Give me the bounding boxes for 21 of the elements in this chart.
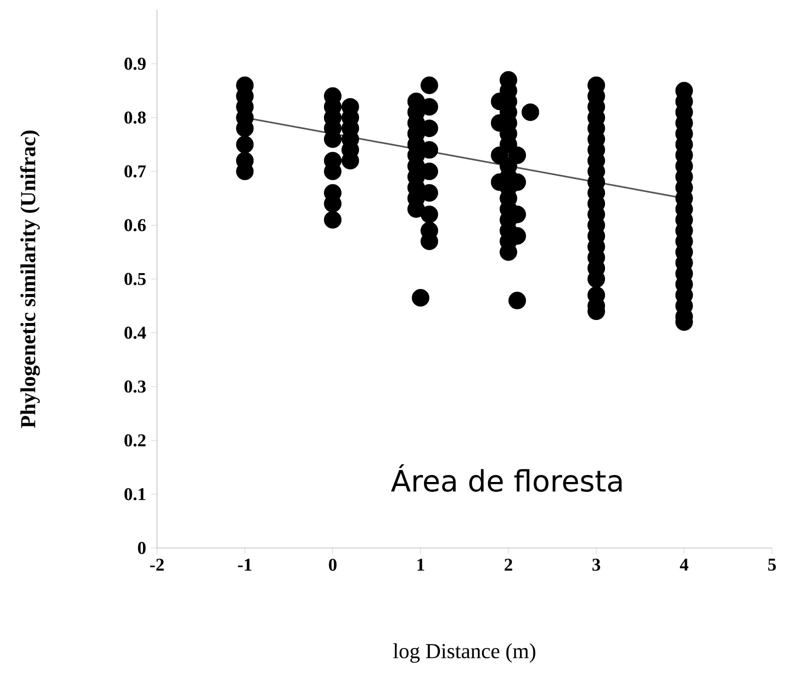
annotation: Área de floresta <box>391 464 622 492</box>
y-tick-label: 0.1 <box>124 488 146 500</box>
y-tick-label: 0.5 <box>124 272 146 286</box>
y-tick-label: 0.2 <box>124 434 146 447</box>
y-tick-label: 0 <box>138 542 146 554</box>
y-axis-title: Phylogenetic similarity (Unifrac) <box>20 130 40 428</box>
x-axis-title: log Distance (m) <box>393 643 536 663</box>
y-tick-label: 0.9 <box>124 58 146 70</box>
y-tick-label: 0.4 <box>124 326 146 339</box>
y-tick-label: 0.7 <box>124 165 146 178</box>
x-tick-label: 2 <box>504 558 512 571</box>
y-tick-label: 0.3 <box>124 380 146 393</box>
y-tick-label: 0.8 <box>124 111 146 124</box>
x-tick-label: 1 <box>418 558 424 571</box>
x-tick-label: 0 <box>328 558 337 571</box>
x-tick-label: -2 <box>150 558 164 571</box>
x-tick-label: 3 <box>592 558 600 571</box>
x-tick-label: -1 <box>238 558 252 571</box>
y-tick-label: 0.6 <box>124 219 146 232</box>
x-tick-label: 5 <box>768 558 776 571</box>
x-tick-label: 4 <box>680 558 688 571</box>
